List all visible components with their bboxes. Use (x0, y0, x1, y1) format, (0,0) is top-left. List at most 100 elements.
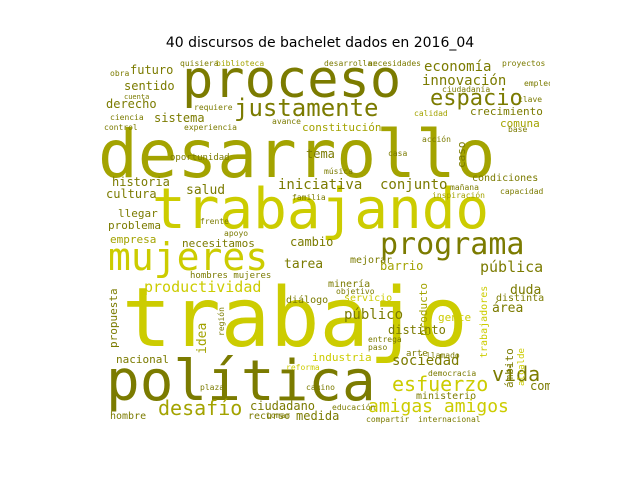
word-espacio: espacio (430, 86, 523, 111)
word-tomar: tomar (266, 411, 291, 420)
word-calidad: calidad (414, 109, 448, 118)
word-productividad: productividad (144, 278, 262, 296)
word-internacional: internacional (418, 415, 481, 424)
word-caso: caso (455, 141, 468, 169)
word-mineria: minería (328, 279, 371, 290)
word-tarea: tarea (284, 257, 324, 272)
word-problema: problema (108, 219, 161, 232)
word-musica: música (324, 167, 353, 176)
word-industria: industria (312, 351, 372, 364)
word-proceso: proceso (182, 58, 402, 110)
word-area: área (492, 301, 524, 316)
word-arte: arte (406, 349, 428, 359)
word-amigas-amigos: amigas amigos (368, 396, 509, 417)
word-region: región (217, 307, 226, 336)
word-innovacion: innovación (422, 73, 507, 89)
word-duda: duda (510, 283, 542, 298)
word-ciudadano: ciudadano (250, 399, 316, 413)
word-plaza: plaza (200, 383, 225, 392)
word-sociedad: sociedad (392, 353, 460, 369)
word-futuro: futuro (130, 63, 174, 77)
word-vida: vida (492, 362, 541, 386)
word-educacion: educación (332, 403, 376, 412)
word-ciudadania: ciudadanía (442, 85, 491, 94)
word-desarrollo: desarrollo (98, 116, 496, 193)
word-mejorar: mejorar (350, 255, 393, 266)
word-compartir: compartir (366, 415, 410, 424)
word-necesidades: necesidades (368, 59, 421, 68)
word-publica: pública (480, 258, 544, 276)
word-propuesta: propuesta (107, 288, 120, 348)
word-programa: programa (380, 227, 525, 262)
word-gente: gente (438, 311, 472, 324)
word-publico: público (344, 307, 404, 323)
word-objetivo: objetivo (336, 287, 375, 296)
word-producto: producto (417, 283, 430, 336)
word-crecimiento: crecimiento (470, 105, 543, 118)
word-desarrollar: desarrollar (324, 59, 377, 68)
word-economia: economía (424, 59, 492, 75)
word-alcalde: alcalde (517, 348, 527, 386)
word-medida: medida (296, 409, 340, 423)
word-distinta: distinta (496, 293, 545, 304)
word-proyectos: proyectos (502, 59, 546, 68)
word-avance: avance (272, 117, 301, 126)
word-empleo: empleo (524, 79, 550, 88)
word-capacidad: capacidad (500, 187, 544, 196)
word-manana: mañana (450, 183, 479, 192)
word-distinto: distinto (388, 323, 446, 337)
word-sistema: sistema (154, 111, 205, 125)
word-democracia: democracia (428, 369, 477, 378)
word-constitucion: constitución (302, 121, 382, 134)
word-paso: paso (368, 343, 388, 352)
word-casa: casa (388, 149, 408, 158)
word-tema: tema (306, 147, 335, 161)
word-servicio: servicio (344, 293, 393, 304)
word-hombres-mujeres: hombres mujeres (190, 271, 272, 281)
word-ministerio: ministerio (416, 391, 477, 402)
word-iniciativa: iniciativa (278, 177, 363, 193)
word-nacional: nacional (116, 353, 169, 366)
word-necesitamos: necesitamos (182, 237, 255, 250)
word-hombre: hombre (110, 411, 147, 422)
word-comuna: comuna (500, 117, 540, 130)
word-camino: camino (306, 383, 335, 392)
word-desafio: desafío (158, 396, 243, 420)
word-recurso: recurso (248, 411, 291, 422)
word-obra: obra (110, 69, 130, 78)
word-experiencia: experiencia (184, 123, 237, 132)
word-politica: política (106, 349, 376, 414)
word-mujeres: mujeres (108, 235, 269, 279)
word-clave: clave (518, 95, 543, 104)
word-llegar: llegar (118, 207, 158, 220)
word-apoyo: apoyo (224, 229, 249, 238)
word-control: control (104, 123, 138, 132)
word-llamado: llamado (426, 351, 460, 360)
word-quisiera: quisiera (180, 59, 219, 68)
word-salud: salud (186, 183, 226, 198)
word-historia: historia (112, 175, 170, 189)
word-reforma: reforma (286, 363, 320, 372)
word-idea: idea (195, 322, 210, 354)
word-cloud: desarrollo trabajando trabajo proceso po… (96, 58, 550, 424)
word-compromiso: compromiso (530, 379, 550, 393)
word-entrega: entrega (368, 335, 402, 344)
word-cultura: cultura (106, 187, 157, 201)
word-frente: frente (200, 217, 229, 226)
word-sentido: sentido (124, 79, 175, 93)
word-empresa: empresa (110, 233, 157, 246)
word-conjunto: conjunto (380, 177, 448, 193)
word-trabajadores: trabajadores (479, 285, 490, 358)
word-barrio: barrio (380, 259, 424, 273)
word-inspiracion: inspiración (432, 191, 485, 200)
word-justamente: justamente (234, 94, 379, 122)
word-ambito: ámbito (503, 348, 516, 388)
word-cuenta: cuenta (124, 93, 150, 101)
word-requiere: requiere (194, 103, 233, 112)
word-derecho: derecho (106, 97, 157, 111)
word-esfuerzo: esfuerzo (392, 372, 489, 396)
word-trabajando: trabajando (152, 177, 490, 242)
word-familia: familia (292, 193, 326, 202)
word-oportunidad: oportunidad (170, 153, 230, 163)
word-condiciones: condiciones (472, 173, 539, 184)
